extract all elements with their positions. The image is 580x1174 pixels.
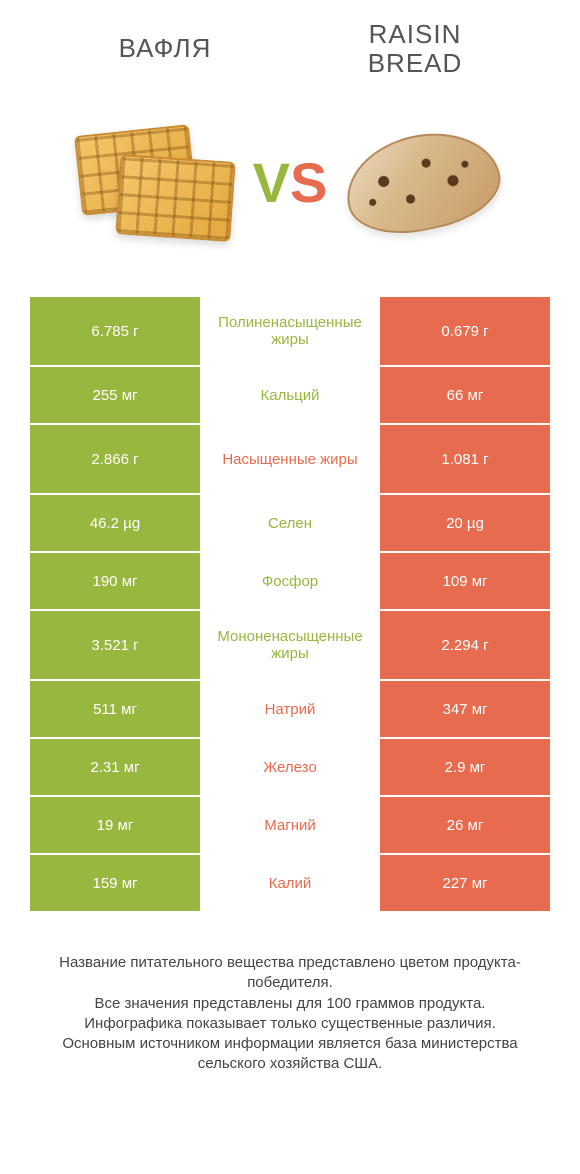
right-title-line2: BREAD (368, 48, 463, 78)
left-value: 2.866 г (30, 425, 200, 493)
footer-notes: Название питательного вещества представл… (0, 913, 580, 1095)
left-product-title: ВАФЛЯ (40, 33, 290, 64)
left-value: 19 мг (30, 797, 200, 853)
nutrient-label: Насыщенные жиры (200, 425, 380, 493)
nutrient-label: Селен (200, 495, 380, 551)
nutrient-label: Фосфор (200, 553, 380, 609)
nutrient-row: 159 мгКалий227 мг (30, 855, 550, 913)
vs-v: V (253, 150, 290, 215)
left-value: 511 мг (30, 681, 200, 737)
nutrient-label: Натрий (200, 681, 380, 737)
right-value: 109 мг (380, 553, 550, 609)
hero-row: VS (0, 87, 580, 297)
waffle-image (73, 107, 243, 257)
left-value: 2.31 мг (30, 739, 200, 795)
nutrient-row: 2.31 мгЖелезо2.9 мг (30, 739, 550, 797)
nutrient-row: 46.2 µgСелен20 µg (30, 495, 550, 553)
nutrient-row: 3.521 гМононенасыщенные жиры2.294 г (30, 611, 550, 681)
right-product-title: RAISIN BREAD (290, 20, 540, 77)
left-value: 159 мг (30, 855, 200, 911)
nutrient-label: Магний (200, 797, 380, 853)
raisin-bread-image (337, 107, 507, 257)
left-value: 3.521 г (30, 611, 200, 679)
nutrient-row: 255 мгКальций66 мг (30, 367, 550, 425)
right-value: 347 мг (380, 681, 550, 737)
left-value: 46.2 µg (30, 495, 200, 551)
right-value: 0.679 г (380, 297, 550, 365)
right-value: 26 мг (380, 797, 550, 853)
right-title-line1: RAISIN (369, 19, 462, 49)
right-value: 2.9 мг (380, 739, 550, 795)
nutrient-label: Мононенасыщенные жиры (200, 611, 380, 679)
vs-s: S (290, 150, 327, 215)
nutrient-table: 6.785 гПолиненасыщенные жиры0.679 г255 м… (30, 297, 550, 913)
left-value: 6.785 г (30, 297, 200, 365)
nutrient-row: 511 мгНатрий347 мг (30, 681, 550, 739)
footer-line: Инфографика показывает только существенн… (30, 1014, 550, 1034)
left-value: 255 мг (30, 367, 200, 423)
nutrient-row: 190 мгФосфор109 мг (30, 553, 550, 611)
nutrient-row: 2.866 гНасыщенные жиры1.081 г (30, 425, 550, 495)
left-value: 190 мг (30, 553, 200, 609)
nutrient-label: Кальций (200, 367, 380, 423)
footer-line: Все значения представлены для 100 граммо… (30, 994, 550, 1014)
footer-line: Название питательного вещества представл… (30, 953, 550, 994)
footer-line: Основным источником информации является … (30, 1034, 550, 1075)
nutrient-row: 19 мгМагний26 мг (30, 797, 550, 855)
nutrient-label: Полиненасыщенные жиры (200, 297, 380, 365)
right-value: 20 µg (380, 495, 550, 551)
vs-label: VS (253, 150, 328, 215)
right-value: 2.294 г (380, 611, 550, 679)
nutrient-label: Железо (200, 739, 380, 795)
nutrient-label: Калий (200, 855, 380, 911)
header: ВАФЛЯ RAISIN BREAD (0, 0, 580, 87)
right-value: 66 мг (380, 367, 550, 423)
right-value: 1.081 г (380, 425, 550, 493)
right-value: 227 мг (380, 855, 550, 911)
nutrient-row: 6.785 гПолиненасыщенные жиры0.679 г (30, 297, 550, 367)
